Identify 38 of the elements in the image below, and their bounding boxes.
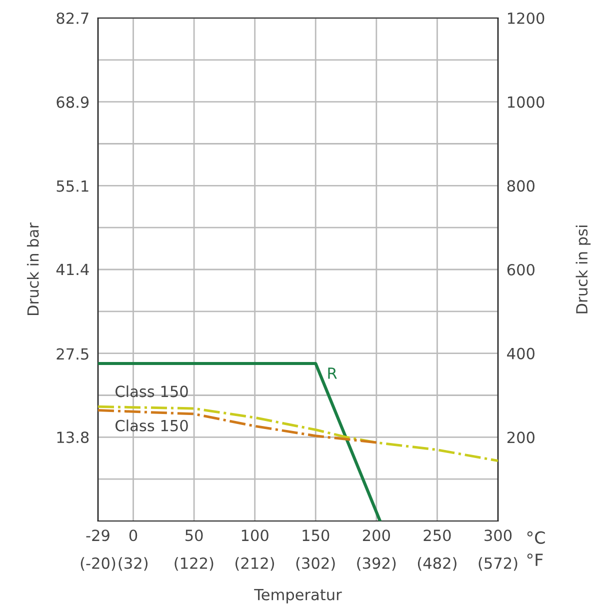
x-tick-label: 200 xyxy=(362,530,390,542)
line-series xyxy=(98,409,378,444)
text: °C xyxy=(527,531,545,544)
x2-tick-label: (302) xyxy=(296,557,335,571)
y-tick-label: 55.1 xyxy=(56,180,88,192)
y2-tick-label: 1200 xyxy=(508,12,544,24)
x2-tick-label: (482) xyxy=(418,557,456,571)
x-tick-label: 150 xyxy=(302,530,330,542)
y2-tick-label: 600 xyxy=(507,264,534,276)
x2-tick-label: (122) xyxy=(174,557,214,571)
line-series xyxy=(98,405,498,462)
y-tick-label: 68.9 xyxy=(56,96,89,108)
x-tick-label: 50 xyxy=(186,530,203,542)
y2-tick-label: 200 xyxy=(507,432,534,444)
series-label: R xyxy=(328,368,337,379)
x2-tick-label: (32) xyxy=(118,557,148,571)
y-tick-label: 82.7 xyxy=(56,12,88,24)
x2-tick-label: (-20) xyxy=(80,557,116,571)
y-tick-label: 13.8 xyxy=(57,432,89,444)
x2-tick-label: (392) xyxy=(357,557,396,571)
text: °F xyxy=(527,554,543,566)
x-tick-label: 100 xyxy=(242,530,268,542)
y2-tick-label: 400 xyxy=(507,348,534,360)
y-tick-label: 41.4 xyxy=(56,264,89,275)
y2-tick-label: 800 xyxy=(507,180,534,192)
x-tick-label: 0 xyxy=(129,530,138,542)
x-axis-title: Temperatur xyxy=(254,589,342,604)
y2-axis-title: Druck in psi xyxy=(576,226,591,314)
x-tick-label: 250 xyxy=(424,530,451,542)
x2-tick-label: (212) xyxy=(236,557,274,571)
y2-tick-label: 1000 xyxy=(508,96,544,108)
x2-tick-label: (572) xyxy=(478,557,518,571)
series-label: Class 150 xyxy=(116,385,188,398)
x-tick-label: 300 xyxy=(484,530,512,542)
series-label: Class 150 xyxy=(116,420,188,432)
y-tick-label: 27.5 xyxy=(56,348,88,360)
x-tick-label: -29 xyxy=(86,530,110,542)
y-axis-title: Druck in bar xyxy=(26,222,39,315)
